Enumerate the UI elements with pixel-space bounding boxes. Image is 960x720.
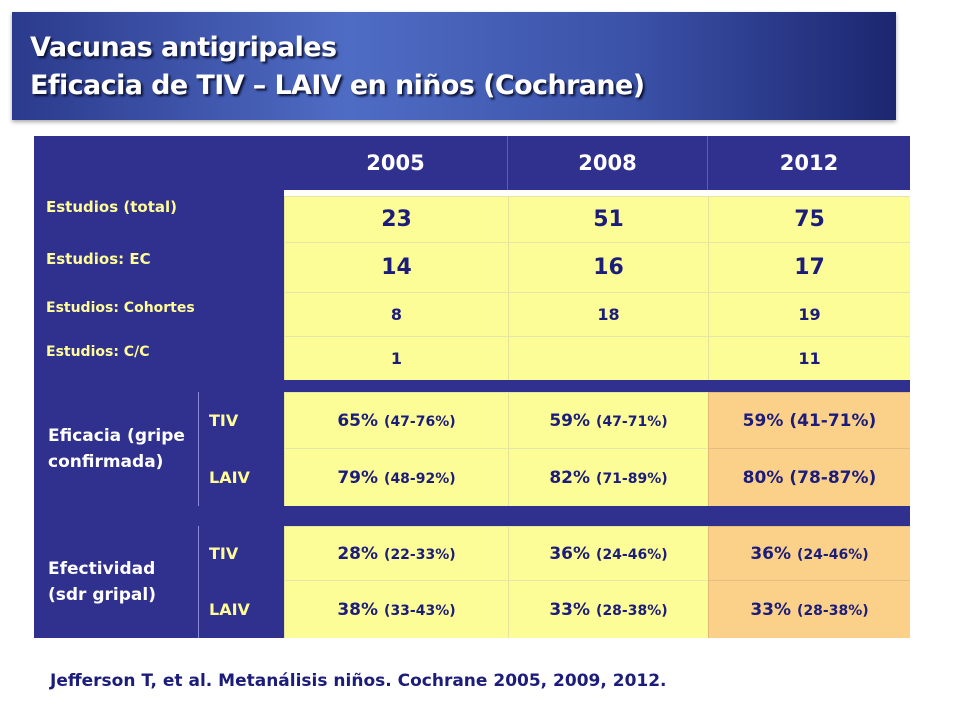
ci-value: (48-92%) xyxy=(384,470,456,487)
pct-value: 80% xyxy=(742,467,784,488)
pct-value: 36% xyxy=(549,543,591,564)
studies-cc-2008 xyxy=(508,336,708,380)
pct-value: 38% xyxy=(337,599,379,620)
pct-value: 82% xyxy=(549,467,591,488)
pct-value: 33% xyxy=(549,599,591,620)
studies-total-2012: 75 xyxy=(708,196,910,242)
header-year-2008: 2008 xyxy=(508,136,708,190)
header-corner xyxy=(34,136,284,190)
studies-cohortes-2008: 18 xyxy=(508,292,708,336)
studies-ec-2005: 14 xyxy=(284,242,508,292)
studies-total-2005: 23 xyxy=(284,196,508,242)
efectividad-tiv-label: TIV xyxy=(198,526,284,580)
row-label-studies-ec: Estudios: EC xyxy=(34,242,284,292)
ci-value: (24-46%) xyxy=(797,546,869,563)
studies-cohortes-2012: 19 xyxy=(708,292,910,336)
ci-value: (28-38%) xyxy=(596,602,668,619)
ci-value: (71-89%) xyxy=(596,470,668,487)
eficacia-laiv-2008: 82% (71-89%) xyxy=(508,448,708,506)
pct-value: 36% xyxy=(750,543,792,564)
eficacia-laiv-label: LAIV xyxy=(198,448,284,506)
efectividad-tiv-2012: 36% (24-46%) xyxy=(708,526,910,580)
ci-value: (28-38%) xyxy=(797,602,869,619)
title-line-1: Vacunas antigripales xyxy=(30,32,337,63)
ci-value: (47-76%) xyxy=(384,413,456,430)
studies-ec-2008: 16 xyxy=(508,242,708,292)
eficacia-laiv-2012: 80% (78-87%) xyxy=(708,448,910,506)
ci-value: (24-46%) xyxy=(596,546,668,563)
source-citation: Jefferson T, et al. Metanálisis niños. C… xyxy=(50,671,667,691)
separator-band xyxy=(34,380,910,392)
ci-value: (41-71%) xyxy=(789,410,877,431)
pct-value: 33% xyxy=(750,599,792,620)
studies-cc-2005: 1 xyxy=(284,336,508,380)
eficacia-tiv-2005: 65% (47-76%) xyxy=(284,392,508,448)
header-year-2005: 2005 xyxy=(284,136,508,190)
pct-value: 65% xyxy=(337,410,379,431)
ci-value: (78-87%) xyxy=(789,467,877,488)
eficacia-tiv-2008: 59% (47-71%) xyxy=(508,392,708,448)
row-label-studies-cc: Estudios: C/C xyxy=(34,336,284,380)
studies-cohortes-2005: 8 xyxy=(284,292,508,336)
eficacia-tiv-label: TIV xyxy=(198,392,284,448)
eficacia-laiv-2005: 79% (48-92%) xyxy=(284,448,508,506)
efectividad-label: Efectividad (sdr gripal) xyxy=(34,526,198,638)
ci-value: (33-43%) xyxy=(384,602,456,619)
studies-total-2008: 51 xyxy=(508,196,708,242)
efectividad-laiv-label: LAIV xyxy=(198,580,284,638)
pct-value: 28% xyxy=(337,543,379,564)
pct-value: 79% xyxy=(337,467,379,488)
efectividad-laiv-2008: 33% (28-38%) xyxy=(508,580,708,638)
efectividad-laiv-2005: 38% (33-43%) xyxy=(284,580,508,638)
row-label-studies-cohortes: Estudios: Cohortes xyxy=(34,292,284,336)
title-banner: Vacunas antigripales Eficacia de TIV – L… xyxy=(12,12,896,120)
title-line-2: Eficacia de TIV – LAIV en niños (Cochran… xyxy=(30,70,645,101)
pct-value: 59% xyxy=(549,410,591,431)
efectividad-laiv-2012: 33% (28-38%) xyxy=(708,580,910,638)
studies-cc-2012: 11 xyxy=(708,336,910,380)
header-year-2012: 2012 xyxy=(708,136,910,190)
row-label-studies-total: Estudios (total) xyxy=(34,190,284,242)
separator-band-2 xyxy=(34,506,910,526)
ci-value: (47-71%) xyxy=(596,413,668,430)
efectividad-tiv-2008: 36% (24-46%) xyxy=(508,526,708,580)
ci-value: (22-33%) xyxy=(384,546,456,563)
pct-value: 59% xyxy=(742,410,784,431)
studies-ec-2012: 17 xyxy=(708,242,910,292)
eficacia-tiv-2012: 59% (41-71%) xyxy=(708,392,910,448)
eficacia-label: Eficacia (gripe confirmada) xyxy=(34,392,198,506)
efectividad-tiv-2005: 28% (22-33%) xyxy=(284,526,508,580)
